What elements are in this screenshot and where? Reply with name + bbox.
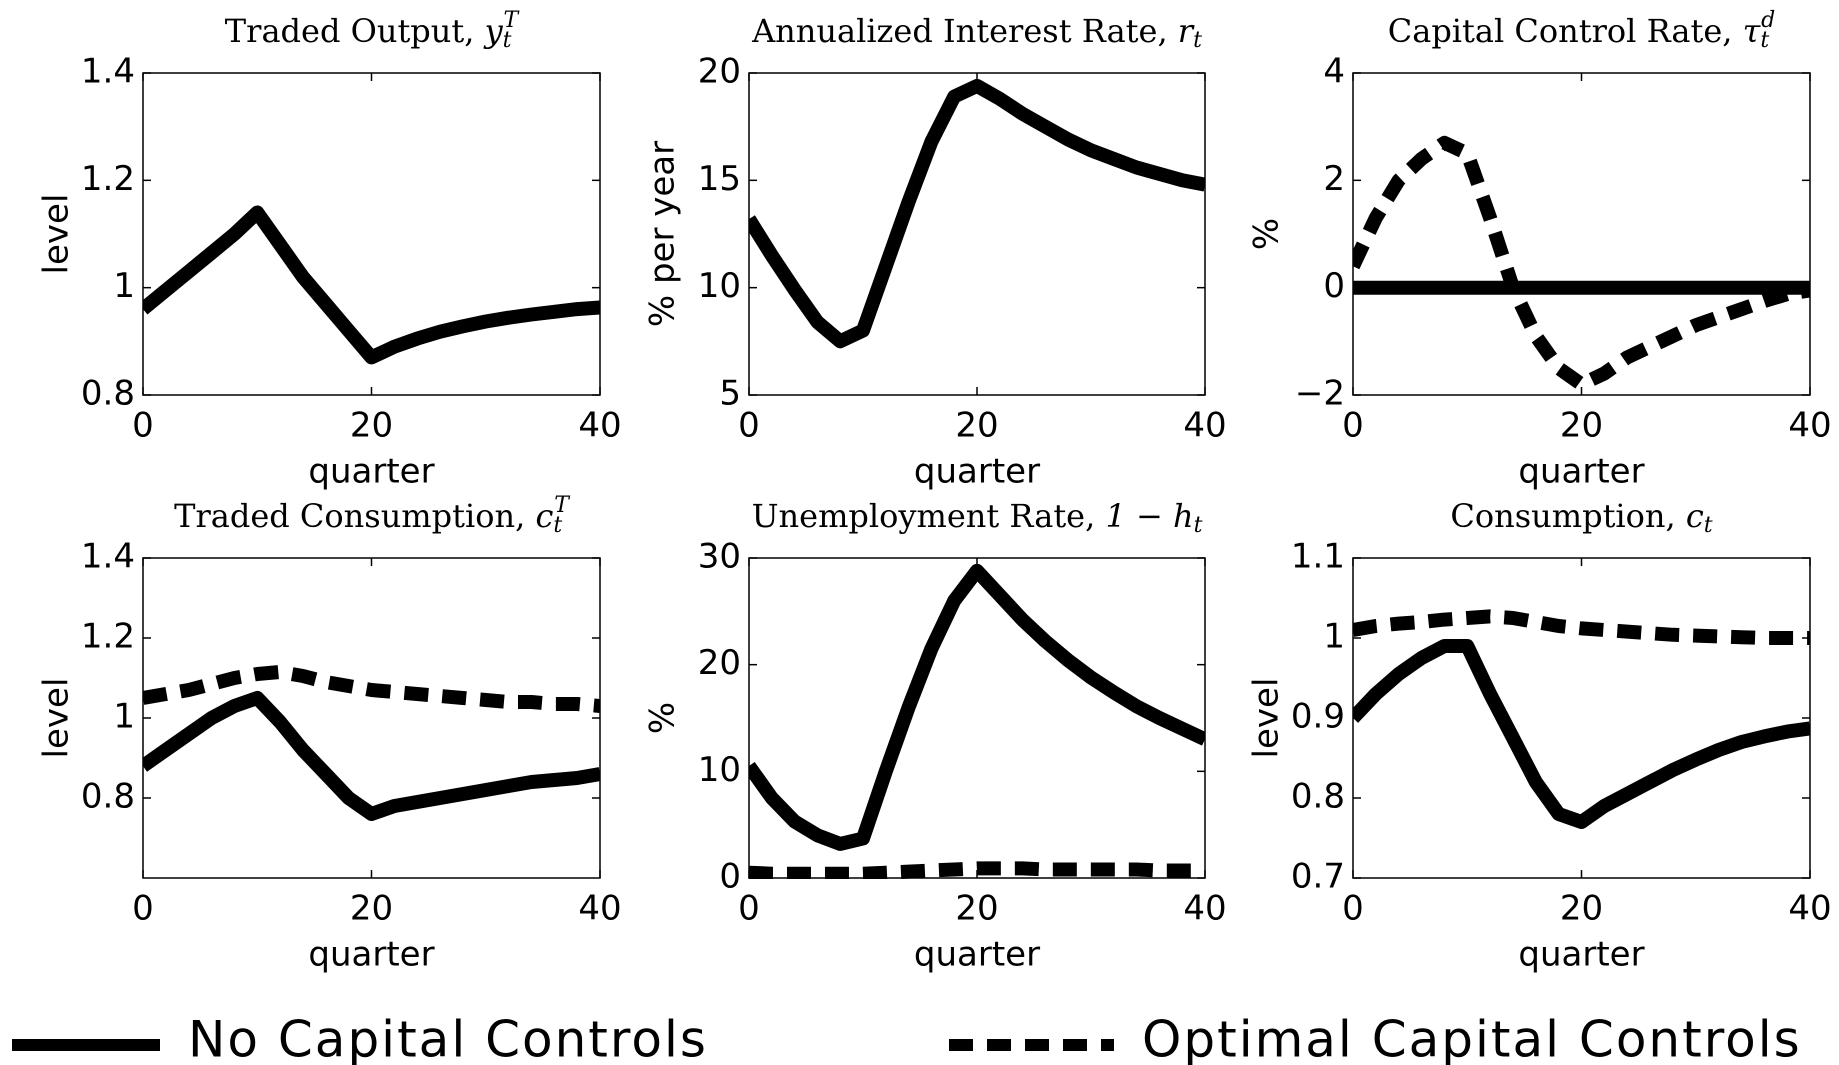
chart-title: Capital Control Rate, τtd	[1388, 8, 1776, 53]
legend-label: No Capital Controls	[188, 1011, 708, 1065]
y-tick-label: 1.2	[81, 159, 135, 199]
x-tick-label: 20	[350, 889, 393, 929]
y-tick-label: 10	[698, 266, 741, 306]
y-axis-label: level	[37, 194, 77, 275]
title-text: Traded Output,	[225, 12, 485, 50]
chart-title: Consumption, ct	[1450, 497, 1712, 539]
x-tick-label: 0	[738, 406, 760, 446]
chart-title: Traded Consumption, ctT	[174, 493, 571, 538]
title-sup: T	[554, 493, 571, 518]
title-sub: t	[503, 28, 512, 53]
title-math: c	[535, 497, 553, 535]
y-tick-label: 0.9	[1291, 697, 1345, 737]
y-tick-label: 0.8	[1291, 777, 1345, 817]
y-tick-label: 15	[698, 159, 741, 199]
y-tick-label: 1.1	[1291, 537, 1345, 577]
y-axis-label: level	[37, 678, 77, 759]
title-sub: t	[1704, 513, 1713, 538]
y-tick-label: 0	[1323, 266, 1345, 306]
x-tick-label: 20	[1560, 406, 1603, 446]
title-text: Capital Control Rate,	[1388, 12, 1743, 50]
y-tick-label: 0.8	[81, 777, 135, 817]
x-tick-label: 40	[1788, 406, 1831, 446]
title-math: y	[483, 12, 504, 50]
series-line	[143, 665, 600, 713]
y-tick-label: 20	[698, 643, 741, 683]
series-line	[143, 205, 600, 365]
series-line	[1353, 135, 1810, 392]
y-axis-label: % per year	[643, 141, 683, 327]
plot-frame	[1352, 72, 1811, 396]
y-tick-label: 1	[1323, 617, 1345, 657]
title-text: Annualized Interest Rate,	[751, 12, 1178, 50]
x-axis-label: quarter	[1518, 452, 1644, 492]
x-tick-label: 40	[1788, 889, 1831, 929]
y-tick-label: 2	[1323, 159, 1345, 199]
title-math: τ	[1743, 12, 1762, 50]
x-tick-label: 0	[132, 889, 154, 929]
title-sub: t	[1194, 513, 1203, 538]
series-line	[749, 78, 1205, 349]
x-tick-label: 20	[350, 406, 393, 446]
plot-frame	[748, 72, 1206, 396]
x-tick-label: 0	[738, 889, 760, 929]
x-tick-label: 40	[578, 406, 621, 446]
x-axis-label: quarter	[308, 935, 434, 975]
title-text: Consumption,	[1450, 497, 1686, 535]
series-line	[1353, 609, 1810, 645]
y-tick-label: 4	[1323, 52, 1345, 92]
y-tick-label: 1.2	[81, 617, 135, 657]
series-line	[143, 691, 600, 821]
y-tick-label: 30	[698, 537, 741, 577]
chart-title: Annualized Interest Rate, rt	[751, 12, 1202, 54]
x-tick-label: 20	[1560, 889, 1603, 929]
y-axis-label: %	[1247, 218, 1287, 250]
legend-label: Optimal Capital Controls	[1142, 1011, 1802, 1065]
chart-title: Unemployment Rate, 1 − ht	[752, 497, 1203, 539]
x-axis-label: quarter	[1518, 935, 1644, 975]
series-line	[749, 861, 1205, 879]
title-math: 1 − h	[1105, 497, 1193, 535]
y-tick-label: 10	[698, 750, 741, 790]
x-tick-label: 0	[132, 406, 154, 446]
y-tick-label: −2	[1295, 374, 1345, 414]
x-tick-label: 0	[1342, 406, 1364, 446]
x-tick-label: 20	[955, 406, 998, 446]
x-tick-label: 0	[1342, 889, 1364, 929]
title-sub: t	[553, 513, 562, 538]
title-sup: d	[1761, 8, 1775, 33]
y-tick-label: 5	[719, 374, 741, 414]
y-tick-label: 1.4	[81, 52, 135, 92]
title-math: c	[1686, 497, 1704, 535]
y-tick-label: 0	[719, 857, 741, 897]
x-axis-label: quarter	[308, 452, 434, 492]
series-line	[1353, 639, 1810, 829]
y-tick-label: 0.7	[1291, 857, 1345, 897]
x-axis-label: quarter	[914, 935, 1040, 975]
y-tick-label: 20	[698, 52, 741, 92]
title-text: Traded Consumption,	[174, 497, 535, 535]
y-tick-label: 1	[113, 697, 135, 737]
y-tick-label: 1	[113, 266, 135, 306]
x-tick-label: 40	[1183, 889, 1226, 929]
title-sup: T	[504, 8, 521, 33]
plot-frame	[1352, 557, 1811, 879]
title-text: Unemployment Rate,	[752, 497, 1106, 535]
title-sub: t	[1193, 28, 1202, 53]
x-tick-label: 40	[578, 889, 621, 929]
x-axis-label: quarter	[914, 452, 1040, 492]
y-axis-label: level	[1247, 678, 1287, 759]
y-tick-label: 1.4	[81, 537, 135, 577]
x-tick-label: 20	[955, 889, 998, 929]
series-line	[749, 563, 1205, 851]
y-tick-label: 0.8	[81, 374, 135, 414]
title-sub: t	[1760, 28, 1769, 53]
x-tick-label: 40	[1183, 406, 1226, 446]
y-axis-label: %	[643, 702, 683, 734]
title-math: r	[1178, 12, 1195, 50]
chart-title: Traded Output, ytT	[225, 8, 521, 53]
